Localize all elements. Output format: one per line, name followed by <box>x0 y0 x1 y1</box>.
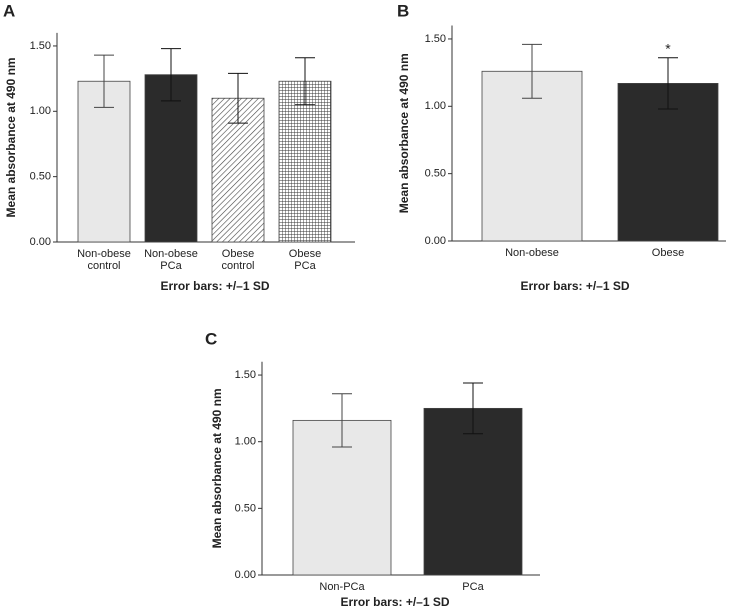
bar <box>423 407 523 576</box>
y-axis-label: Mean absorbance at 490 nm <box>4 57 18 217</box>
y-tick-label: 0.00 <box>235 569 256 581</box>
bar <box>278 80 332 243</box>
panel-label: C <box>205 329 217 348</box>
y-tick-label: 0.50 <box>235 502 256 514</box>
panel-label: A <box>3 1 15 20</box>
y-tick-label: 1.00 <box>235 436 256 448</box>
y-axis-label: Mean absorbance at 490 nm <box>210 388 224 548</box>
y-tick-label: 0.50 <box>425 168 446 180</box>
bar <box>77 80 131 243</box>
y-tick-label: 0.00 <box>30 236 51 248</box>
y-tick-label: 1.50 <box>235 369 256 381</box>
x-tick-label: Non-obese PCa <box>144 248 198 272</box>
x-axis-label: Error bars: +/–1 SD <box>520 279 629 293</box>
bar <box>481 70 583 242</box>
x-tick-label: Non-obese <box>505 247 559 259</box>
y-tick-label: 0.50 <box>30 171 51 183</box>
annotation: * <box>665 41 671 57</box>
x-tick-label: Obese PCa <box>289 248 321 272</box>
y-tick-label: 1.00 <box>30 105 51 117</box>
y-tick-label: 1.50 <box>30 40 51 52</box>
x-tick-label: PCa <box>462 581 484 593</box>
x-tick-label: Non-obese control <box>77 248 131 272</box>
bar <box>617 83 719 242</box>
y-tick-label: 0.00 <box>425 235 446 247</box>
x-axis-label: Error bars: +/–1 SD <box>160 279 269 293</box>
x-axis-label: Error bars: +/–1 SD <box>340 595 449 609</box>
panel-label: B <box>397 1 409 20</box>
y-axis-label: Mean absorbance at 490 nm <box>397 53 411 213</box>
x-tick-label: Non-PCa <box>319 581 365 593</box>
y-tick-label: 1.00 <box>425 100 446 112</box>
bar <box>144 74 198 243</box>
x-tick-label: Obese <box>652 247 684 259</box>
y-tick-label: 1.50 <box>425 33 446 45</box>
x-tick-label: Obese control <box>221 248 254 272</box>
